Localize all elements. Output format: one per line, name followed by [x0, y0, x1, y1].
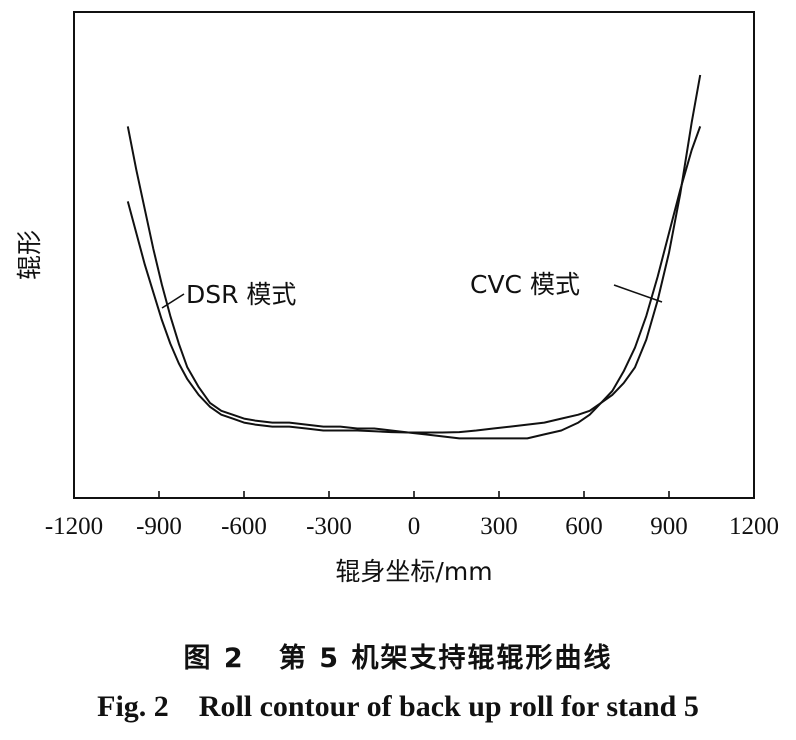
dsr-series-line — [126, 74, 702, 434]
x-tick-label: 600 — [565, 513, 603, 540]
x-axis-title: 辊身坐标/mm — [335, 557, 492, 586]
dsr-series-label: DSR 模式 — [186, 280, 296, 309]
x-tick-label: -1200 — [45, 513, 103, 540]
figure-caption-english: Fig. 2 Roll contour of back up roll for … — [97, 690, 699, 723]
y-axis-title: 辊形 — [15, 230, 44, 280]
x-tick-label: 300 — [480, 513, 518, 540]
dsr-label-leader-line — [161, 293, 185, 309]
x-tick-label: 0 — [408, 513, 421, 540]
figure-caption-chinese: 图 2 第 5 机架支持辊辊形曲线 — [183, 643, 613, 674]
x-tick-label: 1200 — [729, 513, 779, 540]
x-tick-label: 900 — [650, 513, 688, 540]
x-axis-ticks — [73, 491, 755, 498]
cvc-series-label: CVC 模式 — [470, 270, 580, 299]
x-tick-label: -300 — [306, 513, 352, 540]
x-axis-tick-labels: -1200 -900 -600 -300 0 300 600 900 1200 — [45, 513, 779, 540]
series-lines — [126, 74, 702, 440]
x-tick-label: -900 — [136, 513, 182, 540]
plot-frame — [73, 11, 755, 499]
cvc-label-leader-line — [613, 284, 663, 303]
x-tick-label: -600 — [221, 513, 267, 540]
cvc-series-line — [126, 126, 702, 440]
